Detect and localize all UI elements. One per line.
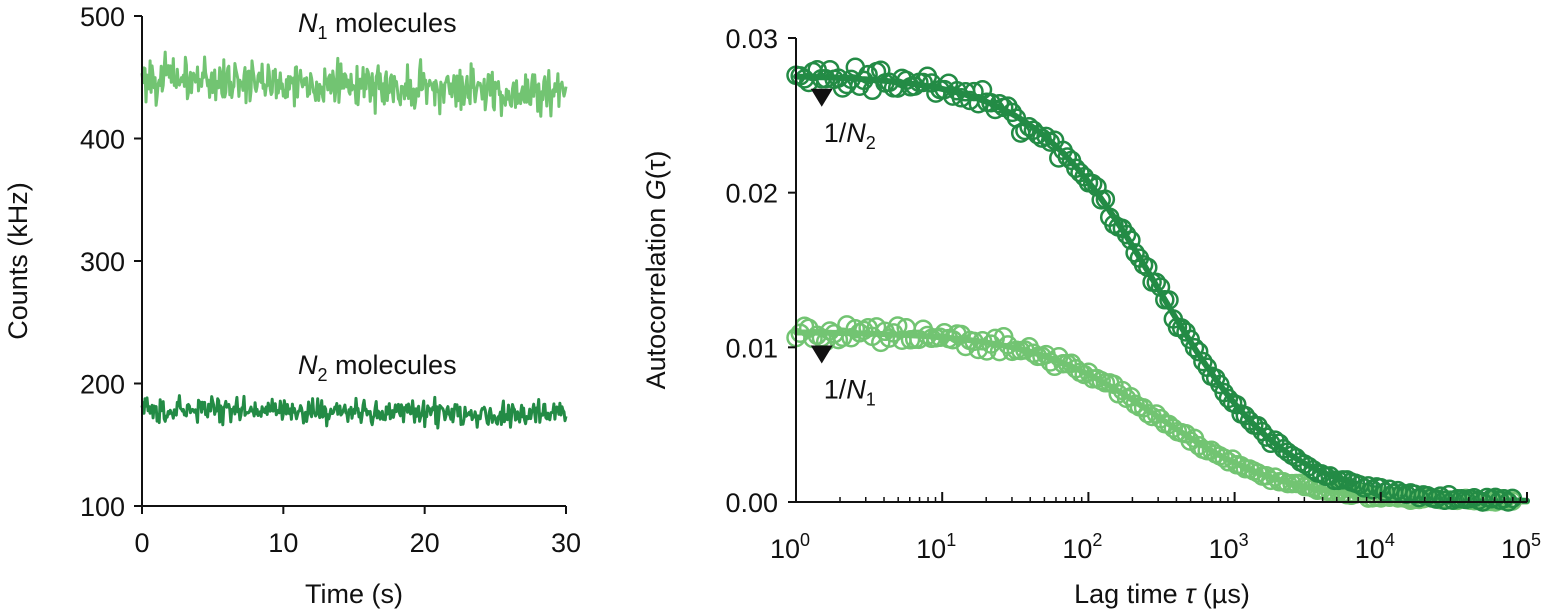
autocorrelation-point [1261, 433, 1281, 454]
amplitude-marker-triangle [810, 345, 833, 364]
right-y-tick-label: 0.02 [725, 179, 778, 209]
autocorrelation-point [1290, 473, 1311, 494]
autocorrelation-point [1015, 120, 1035, 141]
autocorrelation-point [1193, 351, 1213, 372]
amplitude-marker-triangle [810, 88, 833, 107]
autocorrelation-point [1379, 479, 1400, 500]
amplitude-annotations: 1/N2 1/N1 [810, 88, 876, 410]
left-y-tick-label: 400 [80, 125, 125, 155]
right-y-tick-label: 0.03 [725, 24, 778, 54]
autocorrelation-point [1188, 341, 1209, 362]
autocorrelation-point [972, 331, 993, 351]
left-x-tick-label: 20 [410, 528, 440, 558]
autocorrelation-point [1218, 452, 1239, 472]
autocorrelation-point [1146, 272, 1167, 293]
right-y-tick-label: 0.00 [725, 488, 778, 518]
left-x-tick-label: 30 [551, 528, 581, 558]
autocorrelation-point [1121, 230, 1141, 250]
autocorrelation-point [1002, 102, 1022, 123]
right-y-axis-label: Autocorrelation G(τ) [641, 151, 671, 390]
autocorrelation-point [1256, 466, 1277, 486]
right-x-tick-label: 100 [770, 530, 810, 564]
autocorrelation-point [1116, 224, 1137, 245]
right-y-tick-label: 0.01 [725, 333, 778, 363]
right-x-tick-label: 104 [1355, 530, 1395, 564]
right-x-axis-label: Lag time τ (µs) [1074, 579, 1250, 609]
left-y-axis-label: Counts (kHz) [3, 182, 33, 340]
autocorrelation-points [786, 57, 1523, 512]
autocorrelation-point [1184, 337, 1205, 358]
right-x-tick-label: 103 [1209, 530, 1249, 564]
left-x-axis-label: Time (s) [305, 579, 403, 609]
count-trace-2 [140, 394, 568, 430]
counts-time-trace-panel: 0 10 20 30 100 200 300 400 500 Time (s) Counts … [3, 2, 581, 609]
amplitude-label: 1/N2 [824, 118, 876, 153]
autocorrelation-point [1138, 403, 1158, 424]
right-x-ticks: 100 101 102 103 104 105 [770, 492, 1541, 564]
left-y-tick-label: 200 [80, 370, 125, 400]
amplitude-label: 1/N1 [824, 375, 876, 410]
autocorrelation-point [815, 68, 836, 89]
autocorrelation-point [964, 81, 984, 102]
autocorrelation-point [1082, 173, 1103, 194]
left-y-tick-label: 100 [80, 492, 125, 522]
left-x-ticks: 0 10 20 30 [134, 506, 581, 558]
autocorrelation-point [1023, 343, 1044, 363]
point-series-1 [786, 57, 1523, 512]
autocorrelation-point [1231, 455, 1251, 476]
right-x-tick-label: 105 [1501, 530, 1541, 564]
autocorrelation-point [845, 319, 866, 339]
autocorrelation-point [1358, 476, 1379, 496]
right-axes [795, 38, 1527, 503]
series-label-n2: N2 molecules [298, 350, 457, 385]
left-x-tick-label: 10 [268, 528, 298, 558]
left-y-ticks: 100 200 300 400 500 [80, 2, 142, 522]
left-y-tick-label: 500 [80, 2, 125, 32]
autocorrelation-point [1159, 290, 1179, 310]
autocorrelation-point [968, 93, 989, 114]
autocorrelation-panel: 100 101 102 103 104 105 0.00 0.01 0.02 0.03 1/N2… [641, 24, 1541, 609]
left-x-tick-label: 0 [134, 528, 149, 558]
autocorrelation-point [887, 316, 908, 336]
count-trace-1 [140, 50, 568, 118]
right-x-tick-label: 101 [916, 530, 956, 564]
left-y-tick-label: 300 [80, 247, 125, 277]
right-y-ticks: 0.00 0.01 0.02 0.03 [725, 24, 796, 518]
autocorrelation-point [1095, 189, 1116, 209]
series-label-n1: N1 molecules [298, 8, 457, 43]
count-traces [140, 50, 568, 430]
point-series-2 [786, 315, 1523, 512]
right-x-tick-label: 102 [1062, 530, 1102, 564]
